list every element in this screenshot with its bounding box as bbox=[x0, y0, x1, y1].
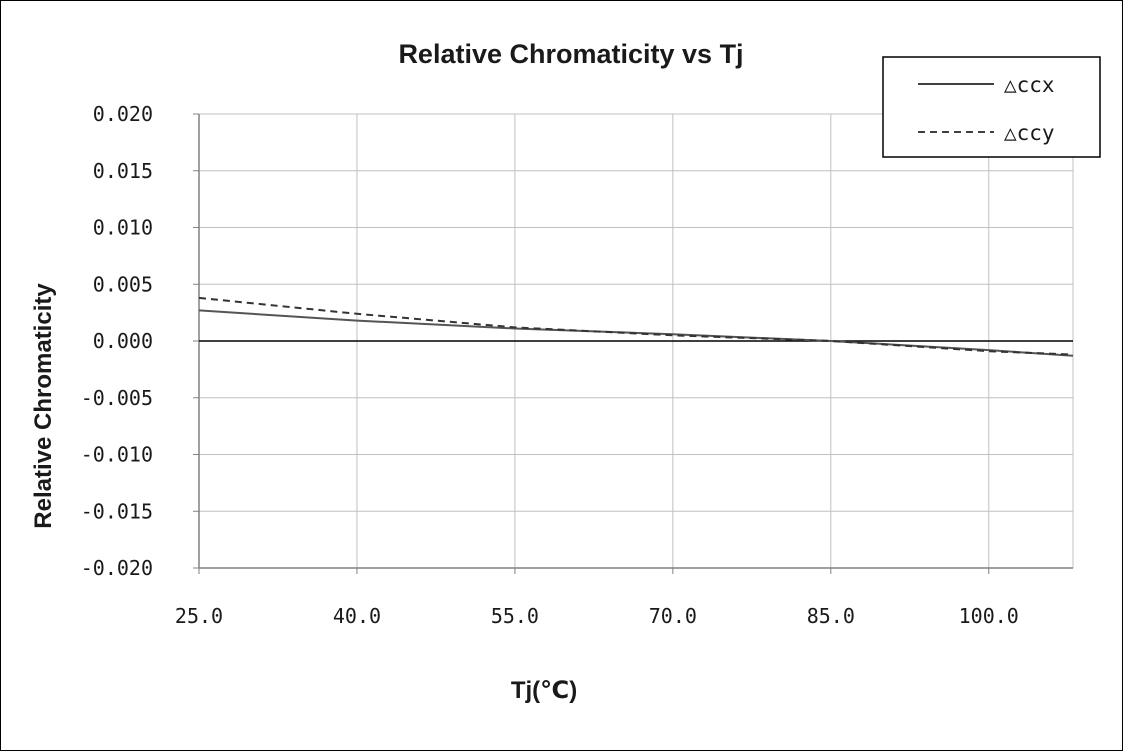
y-tick-label: 0.015 bbox=[93, 159, 153, 183]
y-tick-label: 0.005 bbox=[93, 272, 153, 296]
y-tick-label: 0.000 bbox=[93, 329, 153, 353]
y-tick-label: 0.020 bbox=[93, 102, 153, 126]
x-tick-label: 70.0 bbox=[649, 604, 697, 628]
y-tick-label: 0.010 bbox=[93, 216, 153, 240]
series-layer bbox=[198, 296, 1074, 357]
x-tick-label: 25.0 bbox=[175, 604, 223, 628]
legend-label-ccy: △ccy bbox=[1004, 121, 1055, 145]
y-tick-label: -0.005 bbox=[81, 386, 153, 410]
y-tick-label: -0.020 bbox=[81, 556, 153, 580]
legend-label-ccx: △ccx bbox=[1004, 73, 1055, 97]
axis-layer bbox=[198, 114, 1073, 569]
tick-layer: 0.020 0.015 0.010 0.005 0.000 -0.005 -0.010 -0.… bbox=[81, 102, 1019, 628]
y-axis-title: Relative Chromaticity bbox=[30, 283, 57, 529]
chart-title: Relative Chromaticity vs Tj bbox=[398, 39, 743, 69]
x-tick-label: 100.0 bbox=[959, 604, 1019, 628]
x-axis-title: Tj(℃) bbox=[511, 677, 577, 704]
y-tick-label: -0.015 bbox=[81, 499, 153, 523]
x-tick-label: 55.0 bbox=[491, 604, 539, 628]
legend: △ccx △ccy bbox=[882, 56, 1101, 158]
series-line-ccy bbox=[198, 296, 1074, 356]
x-tick-label: 85.0 bbox=[807, 604, 855, 628]
legend-box bbox=[882, 56, 1101, 158]
x-tick-label: 40.0 bbox=[333, 604, 381, 628]
y-tick-label: -0.010 bbox=[81, 443, 153, 467]
series-line-ccx bbox=[198, 309, 1074, 357]
